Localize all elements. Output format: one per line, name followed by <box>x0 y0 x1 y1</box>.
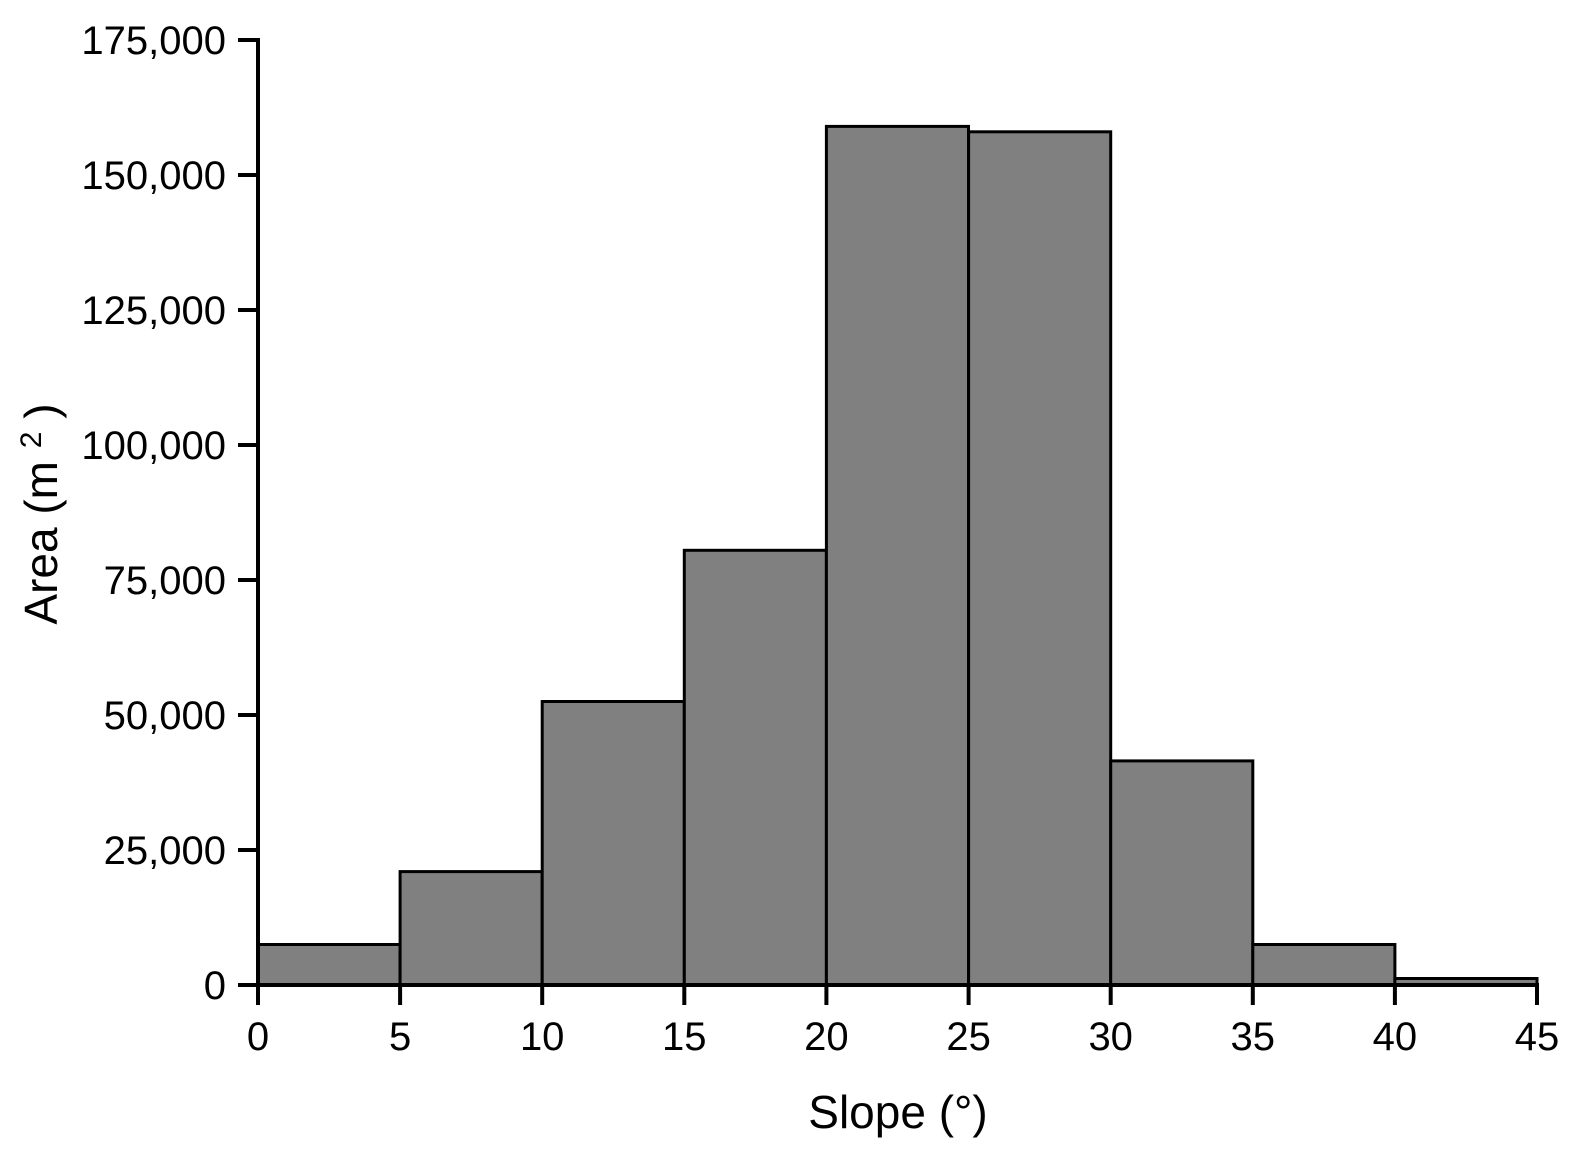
x-tick-label-45: 45 <box>1515 1015 1560 1059</box>
x-tick-label-0: 0 <box>247 1015 269 1059</box>
y-tick-label-175000: 175,000 <box>81 19 226 63</box>
axes-layer: 0 25,000 50,000 75,000 100,000 125,000 150,000… <box>81 19 1559 1059</box>
y-tick-label-150000: 150,000 <box>81 154 226 198</box>
x-tick-label-20: 20 <box>804 1015 849 1059</box>
y-tick-label-75000: 75,000 <box>104 559 226 603</box>
y-tick-label-0: 0 <box>204 964 226 1008</box>
y-tick-label-100000: 100,000 <box>81 424 226 468</box>
x-tick-label-30: 30 <box>1088 1015 1133 1059</box>
bar-0-5 <box>256 943 402 987</box>
y-axis-title-base: Area (m <box>15 461 67 625</box>
bar-15-20 <box>682 548 828 987</box>
bar-30-35 <box>1109 759 1255 987</box>
x-tick-label-5: 5 <box>389 1015 411 1059</box>
y-axis-title-superscript: 2 <box>15 432 48 449</box>
y-axis-title-close: ) <box>15 403 67 418</box>
y-tick-label-25000: 25,000 <box>104 829 226 873</box>
x-tick-label-15: 15 <box>662 1015 707 1059</box>
x-tick-label-40: 40 <box>1373 1015 1418 1059</box>
bar-10-15 <box>540 700 686 987</box>
x-tick-label-25: 25 <box>946 1015 991 1059</box>
bar-20-25 <box>824 124 971 987</box>
bars-layer <box>256 124 1539 987</box>
y-tick-label-125000: 125,000 <box>81 289 226 333</box>
y-axis-title: Area (m 2 ) <box>0 403 67 624</box>
bar-5-10 <box>398 870 544 987</box>
y-tick-label-50000: 50,000 <box>104 694 226 738</box>
x-tick-label-10: 10 <box>520 1015 565 1059</box>
bar-25-30 <box>967 130 1113 987</box>
x-tick-label-35: 35 <box>1231 1015 1276 1059</box>
bar-35-40 <box>1251 943 1397 987</box>
x-axis-title: Slope (°) <box>808 1086 987 1138</box>
